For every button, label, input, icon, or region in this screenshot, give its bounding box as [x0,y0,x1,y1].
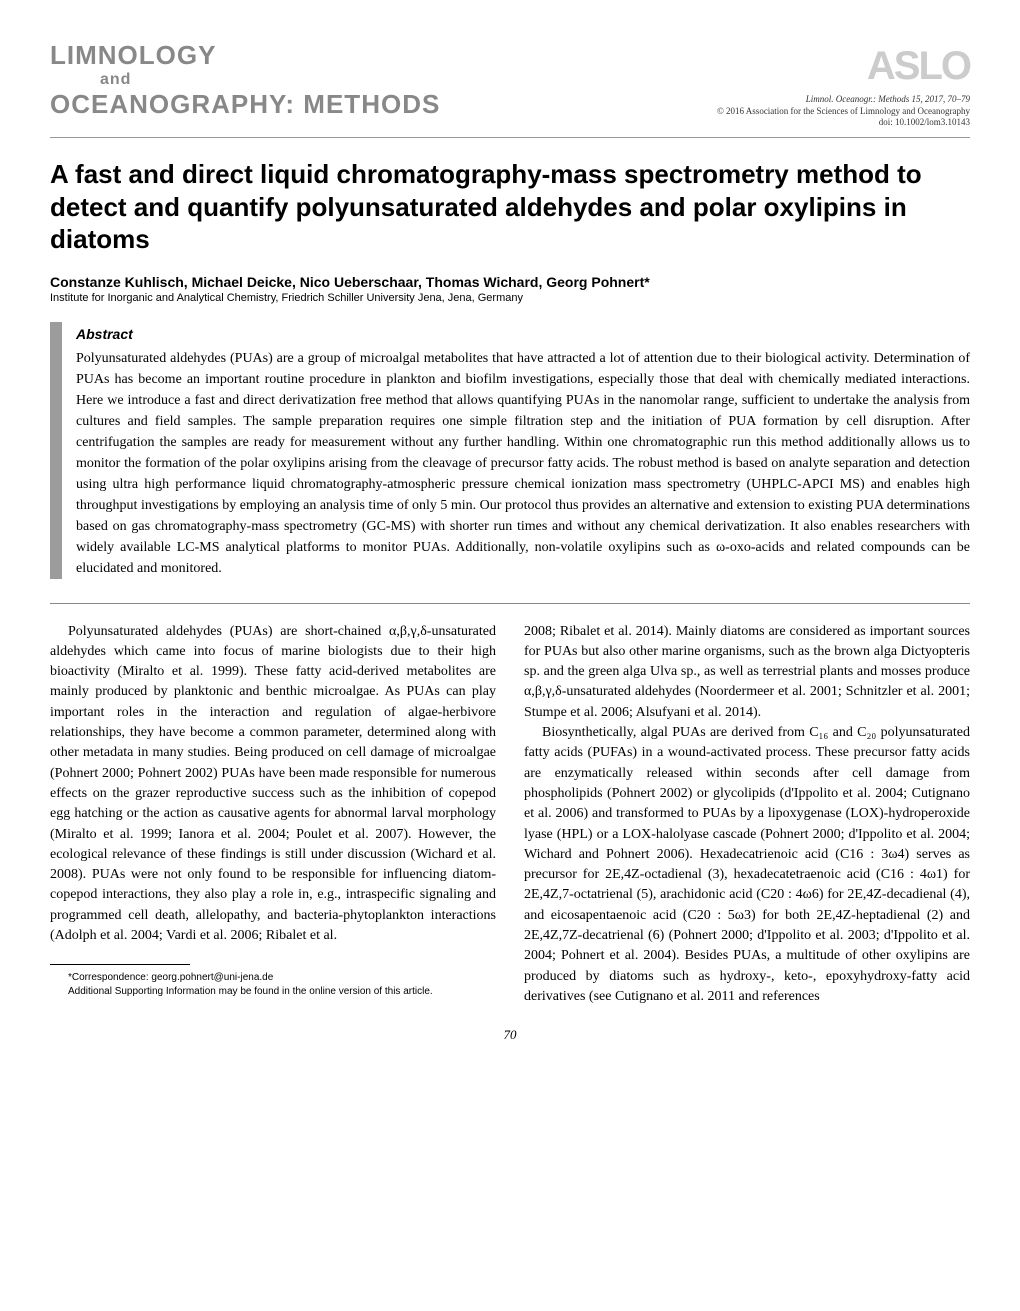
body-left-p1: Polyunsaturated aldehydes (PUAs) are sho… [50,622,496,947]
body-columns: Polyunsaturated aldehydes (PUAs) are sho… [50,622,970,1008]
abstract-block: Abstract Polyunsaturated aldehydes (PUAs… [50,322,970,579]
footnote-divider [50,964,190,965]
header-row: LIMNOLOGY and OCEANOGRAPHY: METHODS ASLO… [50,40,970,138]
affiliation: Institute for Inorganic and Analytical C… [50,292,970,304]
publisher-logo: ASLO [717,40,970,92]
abstract-heading: Abstract [76,326,970,342]
doi-line: doi: 10.1002/lom3.10143 [717,117,970,129]
citation-line: Limnol. Oceanogr.: Methods 15, 2017, 70–… [717,94,970,106]
abstract-sidebar [50,322,62,579]
abstract-content: Abstract Polyunsaturated aldehydes (PUAs… [76,322,970,579]
footnote-supporting: Additional Supporting Information may be… [50,985,496,999]
body-right-p1: 2008; Ribalet et al. 2014). Mainly diato… [524,622,970,723]
body-right-p2: Biosynthetically, algal PUAs are derived… [524,723,970,1007]
copyright-line: © 2016 Association for the Sciences of L… [717,106,970,118]
authors: Constanze Kuhlisch, Michael Deicke, Nico… [50,274,970,290]
journal-and: and [100,71,717,89]
footnote-correspondence: *Correspondence: georg.pohnert@uni-jena.… [50,971,496,985]
page-number: 70 [50,1027,970,1043]
abstract-text: Polyunsaturated aldehydes (PUAs) are a g… [76,348,970,579]
left-column: Polyunsaturated aldehydes (PUAs) are sho… [50,622,496,1008]
journal-name-line2: OCEANOGRAPHY: METHODS [50,89,717,120]
section-divider [50,603,970,604]
journal-name-line1: LIMNOLOGY [50,40,717,71]
publisher-block: ASLO Limnol. Oceanogr.: Methods 15, 2017… [717,40,970,129]
journal-title-block: LIMNOLOGY and OCEANOGRAPHY: METHODS [50,40,717,120]
right-column: 2008; Ribalet et al. 2014). Mainly diato… [524,622,970,1008]
article-title: A fast and direct liquid chromatography-… [50,158,970,256]
